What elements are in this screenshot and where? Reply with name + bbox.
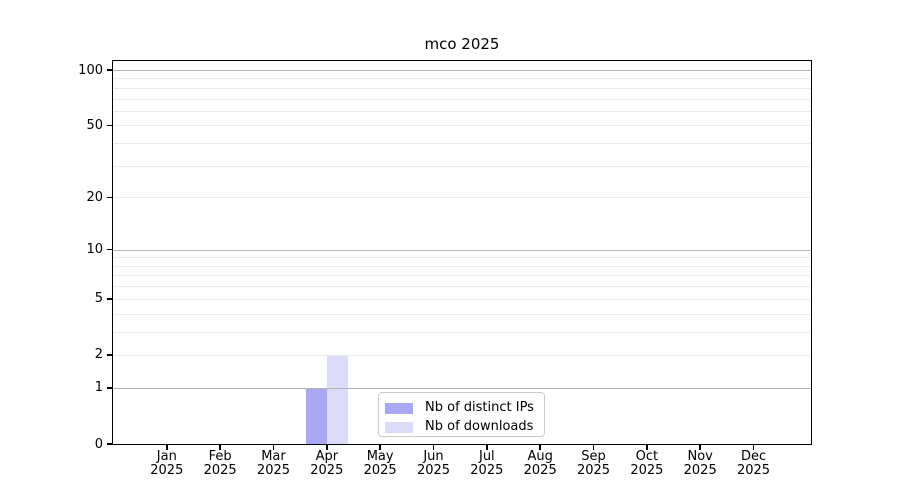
plot-area	[112, 60, 812, 445]
x-tick-month-text: Feb	[208, 449, 232, 464]
y-minor-gridline-60	[113, 110, 811, 112]
y-minor-gridline-3	[113, 331, 811, 333]
y-tick-label-1: 1	[94, 380, 103, 396]
x-tick-year-text: 2025	[310, 463, 344, 478]
y-tick-label-100: 100	[78, 62, 103, 78]
legend: Nb of distinct IPs Nb of downloads	[378, 392, 545, 437]
y-minor-gridline-50	[113, 125, 811, 127]
x-tick-jan	[166, 445, 168, 450]
y-tick-0	[107, 443, 112, 445]
y-tick-5	[107, 298, 112, 300]
y-minor-gridline-9	[113, 257, 811, 259]
y-major-gridline-1	[113, 387, 811, 389]
y-tick-label-5: 5	[94, 291, 103, 307]
x-tick-jul	[486, 445, 488, 450]
y-minor-gridline-70	[113, 98, 811, 100]
y-tick-1	[107, 387, 112, 389]
legend-item-downloads: Nb of downloads	[385, 419, 544, 435]
x-tick-month-text: Oct	[635, 449, 659, 464]
bar-nb-of-distinct-ips-apr	[305, 387, 327, 444]
y-minor-gridline-40	[113, 143, 811, 145]
x-tick-month-text: Nov	[687, 449, 713, 464]
legend-swatch-downloads	[385, 421, 413, 433]
x-tick-year-text: 2025	[683, 463, 717, 478]
x-tick-year-text: 2025	[523, 463, 557, 478]
x-tick-label-apr: Apr 2025	[295, 450, 359, 478]
x-tick-label-nov: Nov 2025	[668, 450, 732, 478]
y-tick-label-2: 2	[94, 347, 103, 363]
x-tick-jun	[432, 445, 435, 450]
x-tick-feb	[219, 445, 221, 450]
x-tick-label-may: May 2025	[348, 450, 412, 478]
y-minor-gridline-20	[113, 197, 811, 199]
legend-label-downloads: Nb of downloads	[425, 419, 534, 434]
x-tick-dec	[752, 445, 755, 450]
chart-title: mco 2025	[424, 35, 500, 53]
x-tick-label-sep: Sep 2025	[562, 450, 626, 478]
bar-nb-of-downloads-apr	[326, 354, 349, 444]
y-minor-gridline-90	[113, 78, 811, 80]
x-tick-month-text: Jan	[156, 449, 177, 464]
x-tick-may	[379, 445, 381, 450]
x-tick-label-jun: Jun 2025	[402, 450, 466, 478]
x-tick-nov	[699, 445, 701, 450]
x-tick-month-text: Dec	[740, 449, 767, 464]
y-tick-label-20: 20	[86, 189, 103, 205]
x-tick-year-text: 2025	[256, 463, 291, 478]
x-tick-apr	[326, 445, 328, 450]
y-minor-gridline-30	[113, 165, 811, 167]
x-tick-year-text: 2025	[736, 463, 771, 478]
y-tick-50	[107, 124, 112, 127]
x-tick-year-text: 2025	[363, 463, 397, 478]
x-tick-month-text: Mar	[261, 449, 286, 464]
y-tick-label-0: 0	[94, 436, 103, 452]
x-tick-label-jan: Jan 2025	[135, 450, 199, 478]
y-minor-gridline-4	[113, 313, 811, 315]
x-tick-month-text: Apr	[315, 449, 339, 464]
y-tick-20	[107, 196, 112, 199]
x-tick-year-text: 2025	[630, 463, 664, 478]
x-tick-mar	[272, 445, 275, 450]
x-tick-year-text: 2025	[576, 463, 611, 478]
legend-item-distinct-ips: Nb of distinct IPs	[385, 400, 544, 416]
x-tick-year-text: 2025	[470, 463, 504, 478]
legend-label-distinct-ips: Nb of distinct IPs	[425, 400, 534, 415]
y-tick-label-10: 10	[86, 242, 103, 258]
x-tick-month-text: May	[366, 449, 394, 464]
x-tick-month-text: Jun	[423, 449, 444, 464]
x-tick-aug	[539, 445, 541, 450]
y-major-gridline-10	[113, 249, 811, 251]
x-tick-sep	[592, 445, 595, 450]
y-tick-2	[107, 354, 112, 356]
x-tick-label-feb: Feb 2025	[188, 450, 252, 478]
x-tick-year-text: 2025	[150, 463, 184, 478]
x-tick-month-text: Aug	[527, 449, 553, 464]
y-minor-gridline-5	[113, 298, 811, 300]
x-tick-label-dec: Dec 2025	[722, 450, 786, 478]
legend-swatch-distinct-ips	[385, 402, 413, 414]
y-major-gridline-100	[113, 70, 811, 71]
y-minor-gridline-7	[113, 275, 811, 277]
x-tick-oct	[646, 445, 648, 450]
x-tick-year-text: 2025	[203, 463, 237, 478]
y-tick-label-50: 50	[86, 117, 103, 133]
x-tick-label-jul: Jul 2025	[455, 450, 519, 478]
x-tick-label-oct: Oct 2025	[615, 450, 679, 478]
y-minor-gridline-6	[113, 286, 811, 288]
y-minor-gridline-2	[113, 354, 811, 356]
y-minor-gridline-80	[113, 87, 811, 89]
x-tick-month-text: Sep	[581, 449, 606, 464]
y-tick-10	[107, 248, 112, 251]
x-tick-month-text: Jul	[478, 449, 495, 464]
y-tick-100	[107, 69, 112, 71]
x-tick-label-mar: Mar 2025	[241, 450, 305, 478]
y-minor-gridline-8	[113, 265, 811, 267]
x-tick-label-aug: Aug 2025	[508, 450, 572, 478]
x-tick-year-text: 2025	[416, 463, 451, 478]
